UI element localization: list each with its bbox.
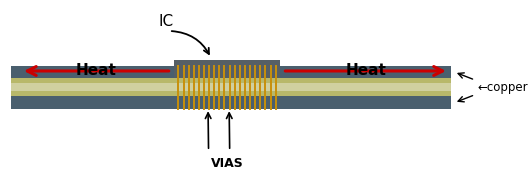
Bar [11,66,451,78]
Bar [11,91,451,96]
Bar [11,78,451,96]
Bar [11,96,451,109]
Text: VIAS: VIAS [211,157,243,170]
Bar [11,78,451,83]
Text: Heat: Heat [76,63,117,78]
Text: ←copper: ←copper [478,81,528,94]
Text: IC: IC [158,14,174,29]
Text: Heat: Heat [345,63,386,78]
Bar [174,60,280,78]
